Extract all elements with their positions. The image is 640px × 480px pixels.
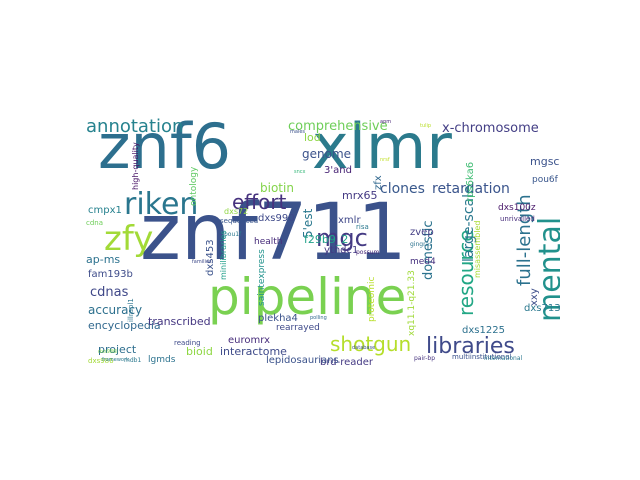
- cloud-word: xq11.1-q21.33: [407, 270, 417, 336]
- cloud-word: families: [192, 259, 212, 265]
- cloud-word: 3'and: [324, 165, 352, 176]
- cloud-word: multiinstitutional: [452, 353, 512, 361]
- cloud-word: dxs7132: [524, 303, 560, 314]
- cloud-word: lod: [304, 131, 321, 144]
- cloud-word: sncx: [294, 169, 306, 175]
- cloud-word: interactome: [220, 345, 287, 358]
- cloud-word: tulip: [420, 123, 432, 129]
- cloud-word: plekha4: [258, 313, 298, 324]
- cloud-word: illrapl1: [127, 298, 135, 322]
- cloud-word: riken: [124, 187, 199, 222]
- cloud-word: international: [484, 355, 523, 362]
- cloud-word: shotgun: [330, 332, 412, 356]
- cloud-word: unrivalled: [500, 215, 535, 223]
- cloud-word: nrsf: [380, 157, 390, 163]
- cloud-word: rps6ka6: [465, 161, 476, 202]
- cloud-word: encyclopedia: [88, 319, 161, 332]
- cloud-word: polling: [310, 315, 327, 321]
- cloud-word: sequenced: [220, 217, 259, 225]
- cloud-word: med4: [410, 257, 436, 267]
- cloud-word: transcribed: [148, 315, 211, 328]
- cloud-word: ontology: [189, 166, 199, 206]
- cloud-word: libraries: [426, 334, 515, 359]
- cloud-word: possum: [356, 249, 380, 256]
- cloud-word: rearrayed: [276, 323, 320, 333]
- cloud-word: cmpx1: [88, 205, 122, 216]
- cloud-word: dxs100z: [498, 203, 536, 213]
- word-cloud-panel: znf6 xlmr znf711 pipeline mental zfy rik…: [80, 110, 560, 366]
- cloud-word: x-chromosome: [442, 121, 539, 136]
- cloud-word: xxy: [529, 288, 540, 306]
- cloud-word: dxs986l: [98, 349, 118, 355]
- cloud-word: apm: [380, 119, 392, 125]
- cloud-word: f29b9_2: [304, 233, 349, 246]
- cloud-word: mgc: [316, 224, 368, 252]
- cloud-word: lepidosaurians: [266, 355, 339, 366]
- cloud-word: znf6: [98, 110, 232, 183]
- cloud-word: pipeline: [208, 268, 407, 326]
- cloud-word: dxs72: [224, 207, 249, 216]
- cloud-word: framework: [102, 357, 129, 363]
- cloud-word: misassembled: [473, 220, 482, 278]
- cloud-word: saintexpress: [257, 249, 267, 306]
- cloud-word: genome: [302, 147, 352, 161]
- cloud-word: proteomic: [367, 276, 377, 322]
- cloud-word: retardation: [432, 181, 510, 197]
- cloud-word: ap-ms: [86, 253, 121, 266]
- cloud-word: zfx: [373, 175, 384, 190]
- cloud-word: mrx65: [342, 189, 378, 202]
- cloud-word: risa: [356, 223, 369, 231]
- cloud-word: comprehensive: [288, 119, 388, 134]
- cloud-word: euromrx: [228, 335, 271, 346]
- cloud-word: reading: [174, 339, 201, 347]
- cloud-word: lgmds: [148, 355, 176, 365]
- cloud-word: annotation: [86, 116, 184, 137]
- cloud-word: dxs1225: [462, 325, 505, 336]
- cloud-word: biotin: [260, 181, 294, 195]
- cloud-word: xmlr: [338, 215, 361, 226]
- cloud-word: bioid: [186, 345, 213, 358]
- cloud-word: xlmr: [312, 110, 452, 183]
- cloud-word: zvep: [410, 227, 434, 238]
- cloud-word: dxs986: [88, 357, 114, 365]
- cloud-word: mdb1: [124, 357, 142, 364]
- cloud-word: brd-reader: [320, 357, 374, 367]
- cloud-word: clones: [380, 181, 425, 197]
- cloud-word: pou1f: [224, 231, 242, 238]
- cloud-word: zfy: [104, 219, 154, 259]
- cloud-word: dxs453: [205, 239, 216, 276]
- cloud-word: males: [290, 129, 306, 135]
- cloud-word: accuracy: [88, 303, 143, 317]
- cloud-word: znf711: [140, 188, 407, 278]
- cloud-word: pou6f: [532, 175, 558, 185]
- cloud-word: high-quality: [131, 142, 140, 190]
- cloud-word: fam193b: [88, 269, 133, 280]
- cloud-word: dxs990: [258, 213, 295, 224]
- cloud-word: gingras: [410, 241, 433, 248]
- cloud-word: ythdc1: [324, 245, 359, 256]
- cloud-word: database: [352, 345, 376, 351]
- cloud-word: cdna: [86, 219, 104, 227]
- cloud-word: health: [254, 237, 283, 247]
- cloud-word: mgscv3: [530, 155, 560, 168]
- cloud-word: cdnas: [90, 285, 129, 300]
- cloud-word: pair-bp: [414, 355, 436, 362]
- cloud-word: effort: [232, 190, 287, 214]
- cloud-word: project: [98, 343, 137, 356]
